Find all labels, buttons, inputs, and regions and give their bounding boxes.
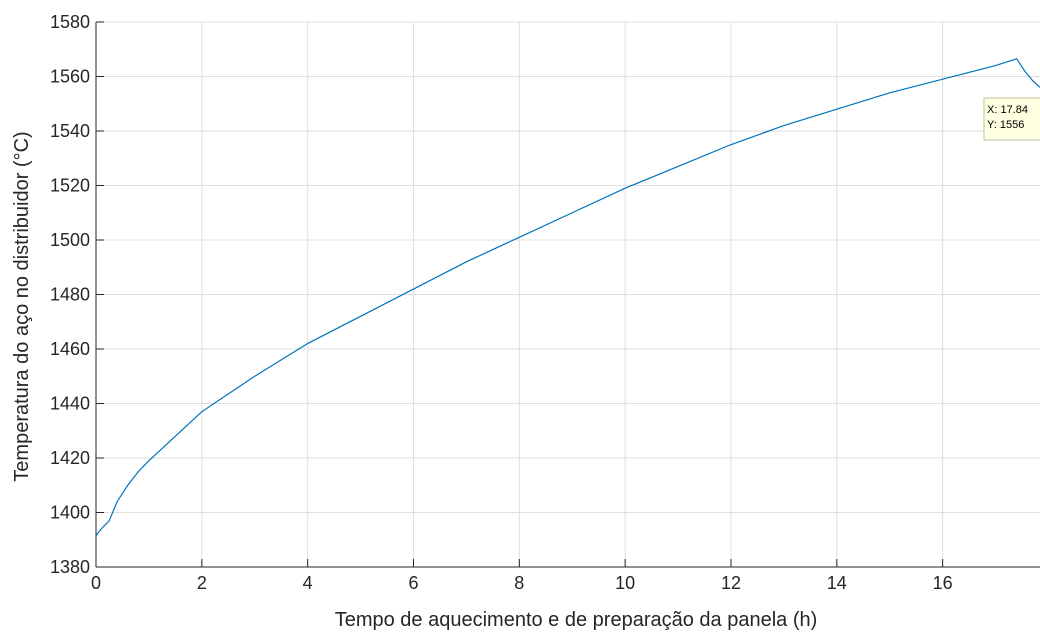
x-tick-label: 14: [827, 573, 847, 593]
y-tick-label: 1540: [50, 121, 90, 141]
x-tick-label: 16: [933, 573, 953, 593]
y-tick-label: 1480: [50, 285, 90, 305]
y-tick-label: 1580: [50, 12, 90, 32]
data-tip[interactable]: X: 17.84 Y: 1556: [983, 97, 1040, 141]
y-tick-label: 1420: [50, 448, 90, 468]
x-axis-title: Tempo de aquecimento e de preparação da …: [335, 609, 818, 631]
x-tick-label: 2: [197, 573, 207, 593]
data-tip-box: [983, 97, 1040, 141]
x-tick-label: 6: [408, 573, 418, 593]
series-layer: [95, 58, 1040, 537]
grid: [95, 21, 1040, 568]
data-tip-y-text: Y: 1556: [987, 119, 1024, 131]
y-tick-label: 1560: [50, 67, 90, 87]
y-tick-label: 1440: [50, 394, 90, 414]
x-tick-label: 8: [514, 573, 524, 593]
y-axis-title: Temperatura do aço no distribuidor (°C): [11, 131, 33, 481]
y-tick-label: 1400: [50, 503, 90, 523]
y-tick-label: 1380: [50, 557, 90, 577]
data-tip-x-text: X: 17.84: [987, 104, 1028, 116]
x-tick-label: 0: [91, 573, 101, 593]
x-tick-label: 10: [615, 573, 635, 593]
tick-labels: 0 2 4 6 8 10 12 14 16 1380 1400 1420 1440 1460 1480 150…: [50, 12, 953, 593]
axes: [95, 21, 1040, 568]
y-tick-label: 1500: [50, 230, 90, 250]
y-tick-label: 1520: [50, 176, 90, 196]
series-line: [95, 58, 1040, 537]
x-tick-label: 12: [721, 573, 741, 593]
x-tick-label: 4: [303, 573, 313, 593]
y-tick-label: 1460: [50, 339, 90, 359]
